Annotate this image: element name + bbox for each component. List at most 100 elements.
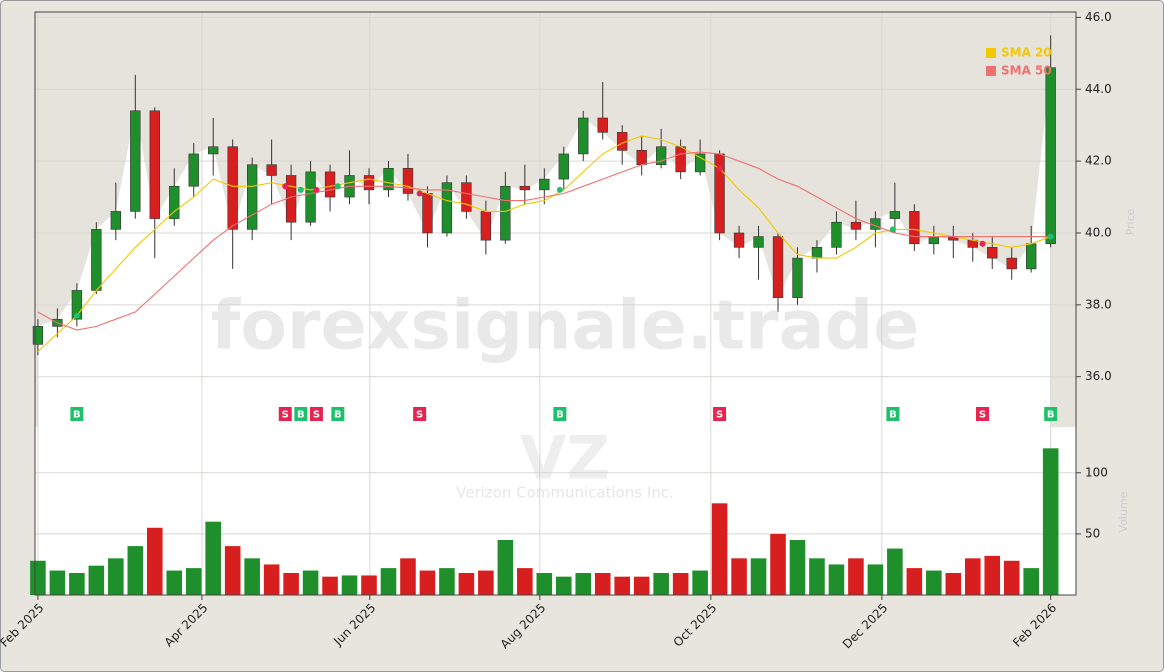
volume-bar	[263, 564, 280, 595]
y-tick-label: 42.0	[1085, 154, 1112, 168]
y-tick-label: 38.0	[1085, 297, 1112, 311]
volume-bar	[361, 575, 377, 595]
signal-marker	[553, 407, 567, 421]
watermark: forexsignale.trade	[211, 287, 920, 366]
volume-bar	[419, 570, 436, 595]
candle-body	[227, 146, 238, 230]
candle-body	[305, 171, 316, 223]
candle-body	[597, 117, 608, 133]
signal-label: S	[282, 410, 289, 421]
volume-bar	[224, 546, 241, 595]
volume-bar	[867, 564, 884, 595]
volume-bar	[478, 570, 494, 595]
y-tick-label: 36.0	[1085, 369, 1112, 383]
candle-body	[772, 236, 784, 298]
volume-bar	[789, 540, 806, 595]
candle-body	[32, 326, 44, 345]
volume-bar	[926, 570, 942, 595]
candle-body	[694, 153, 706, 173]
candle-body	[383, 167, 394, 191]
volume-bar	[575, 573, 592, 595]
volume-bar	[887, 548, 903, 595]
signal-marker	[70, 407, 84, 421]
volume-bar	[984, 555, 1001, 595]
candle-body	[71, 290, 83, 320]
signal-dot	[334, 183, 341, 190]
signal-label: B	[1047, 410, 1055, 421]
candle-body	[811, 247, 823, 259]
volume-bar	[906, 568, 923, 595]
volume-bar	[711, 503, 728, 595]
signal-dot	[889, 226, 896, 233]
candle-body	[909, 211, 920, 245]
signal-marker	[294, 407, 308, 421]
volume-bar	[400, 558, 416, 595]
volume-bar	[809, 558, 825, 595]
signal-dot	[282, 183, 289, 190]
y-tick-label: 46.0	[1085, 10, 1112, 24]
candle-body	[1026, 243, 1037, 270]
candle-body	[246, 164, 258, 230]
signal-label: S	[313, 410, 320, 421]
signal-label: B	[889, 410, 897, 421]
volume-bar	[536, 573, 553, 595]
candle-body	[850, 221, 862, 230]
candle-body	[539, 178, 550, 191]
y-axis-label: Price	[1124, 208, 1137, 235]
volume-bar	[283, 573, 299, 595]
candle-body	[500, 185, 511, 241]
volume-bar	[341, 575, 358, 595]
volume-bar	[439, 568, 455, 595]
signal-dot	[313, 186, 320, 193]
sma-line	[37, 151, 1051, 331]
y-tick-label: 100	[1085, 465, 1108, 479]
signal-marker	[713, 407, 727, 421]
volume-bar	[848, 558, 864, 595]
volume-bar	[672, 573, 689, 595]
signal-marker	[413, 407, 427, 421]
signal-dot	[979, 240, 986, 247]
volume-bar	[633, 576, 650, 595]
legend-label: SMA 20	[1001, 46, 1052, 60]
candle-body	[1045, 67, 1056, 245]
volume-bar	[828, 564, 845, 595]
candle-body	[889, 211, 901, 219]
candle-body	[91, 229, 102, 291]
candle-body	[519, 185, 530, 191]
y-tick-label: 50	[1085, 526, 1100, 540]
candle-body	[110, 211, 121, 230]
candle-body	[188, 153, 199, 187]
y-axis-label: Volume	[1117, 491, 1130, 532]
signal-label: S	[716, 410, 723, 421]
volume-bar	[964, 558, 981, 595]
signal-label: B	[73, 410, 81, 421]
signal-marker	[331, 407, 345, 421]
volume-bar	[146, 527, 163, 595]
candle-body	[987, 247, 998, 259]
candle-body	[149, 110, 160, 219]
y-tick-label: 40.0	[1085, 225, 1112, 239]
volume-bar	[594, 573, 611, 595]
signal-marker	[278, 407, 292, 421]
volume-bar	[49, 570, 66, 595]
volume-bar	[497, 540, 514, 595]
price-area	[37, 67, 1051, 427]
volume-bar	[88, 565, 105, 595]
signal-dot	[416, 190, 423, 197]
candle-body	[363, 175, 375, 191]
candle-body	[480, 211, 492, 241]
volume-bar	[750, 558, 767, 595]
volume-bar	[205, 521, 221, 595]
candle-body	[324, 171, 336, 198]
candle-body	[461, 182, 472, 212]
volume-bar	[731, 558, 747, 595]
signal-label: B	[297, 410, 305, 421]
legend-label: SMA 50	[1001, 64, 1052, 78]
candle-body	[1006, 257, 1017, 270]
company-watermark: Verizon Communications Inc.	[456, 484, 674, 502]
signal-label: B	[556, 410, 564, 421]
volume-bar	[185, 568, 202, 595]
candle-body	[208, 146, 219, 155]
